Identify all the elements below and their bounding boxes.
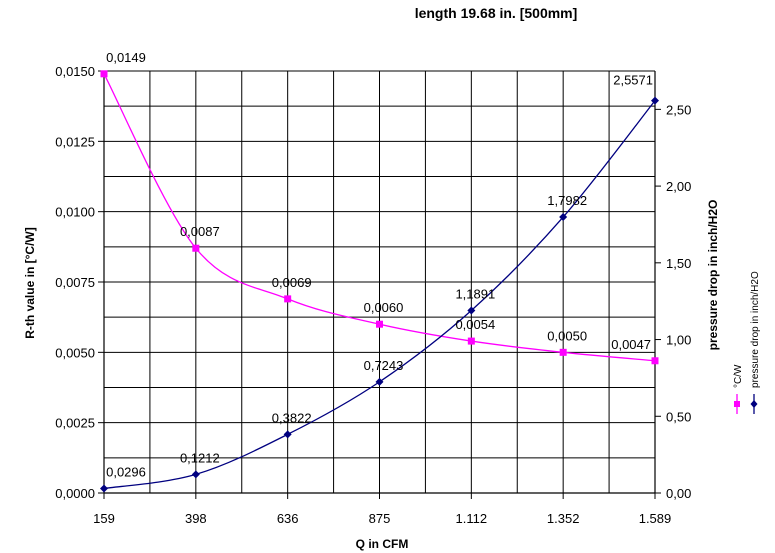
chart-title: length 19.68 in. [500mm] bbox=[415, 5, 578, 21]
point-pressure bbox=[100, 484, 108, 493]
left-y-tick-label: 0,0000 bbox=[55, 486, 95, 501]
right-y-axis-label: pressure drop in inch/H2O bbox=[706, 200, 720, 351]
point-rth bbox=[376, 320, 383, 328]
data-label-pressure: 0,0296 bbox=[106, 464, 146, 479]
point-rth bbox=[559, 348, 567, 356]
legend-marker-rth bbox=[734, 401, 740, 407]
x-tick-label: 398 bbox=[185, 511, 207, 526]
right-y-tick-label: 0,50 bbox=[666, 409, 691, 424]
left-y-tick-label: 0,0050 bbox=[55, 345, 95, 360]
grid bbox=[103, 70, 656, 494]
point-pressure bbox=[191, 470, 200, 479]
legend-label-pressure: pressure drop in inch/H2O bbox=[750, 271, 761, 388]
data-labels: 0,0149 0,0087 0,0069 0,0060 0,0054 0,0050 0,00… bbox=[106, 50, 653, 480]
point-rth bbox=[467, 337, 475, 345]
tick-labels: 0,0000 0,0025 0,0050 0,0075 0,0100 0,0125 0,01… bbox=[55, 64, 691, 526]
data-label-pressure: 2,5571 bbox=[613, 73, 653, 88]
data-label-rth: 0,0050 bbox=[547, 328, 587, 343]
legend: °C/W pressure drop in inch/H2O bbox=[733, 271, 761, 414]
point-pressure bbox=[651, 96, 659, 105]
data-label-rth: 0,0069 bbox=[272, 275, 312, 290]
right-y-tick-label: 1,00 bbox=[666, 333, 691, 348]
point-pressure bbox=[559, 213, 568, 222]
x-tick-label: 1.112 bbox=[456, 511, 488, 526]
x-tick-label: 1.352 bbox=[547, 511, 580, 526]
point-rth bbox=[192, 244, 200, 252]
x-tick-label: 159 bbox=[93, 511, 115, 526]
left-y-tick-label: 0,0125 bbox=[55, 134, 95, 149]
right-y-tick-label: 2,00 bbox=[666, 179, 691, 194]
left-y-tick-label: 0,0025 bbox=[55, 416, 95, 431]
left-y-tick-label: 0,0075 bbox=[55, 275, 95, 290]
data-label-pressure: 0,1212 bbox=[180, 450, 220, 465]
data-label-pressure: 0,7243 bbox=[364, 358, 404, 373]
data-label-rth: 0,0149 bbox=[106, 50, 146, 65]
x-tick-label: 636 bbox=[277, 511, 299, 526]
right-y-tick-label: 1,50 bbox=[666, 256, 691, 271]
axes bbox=[98, 70, 661, 499]
point-rth bbox=[284, 295, 292, 303]
point-pressure bbox=[375, 377, 384, 386]
point-pressure bbox=[467, 306, 476, 315]
left-y-axis-label: R-th value in [°C/W] bbox=[23, 227, 37, 338]
x-tick-label: 1.589 bbox=[639, 511, 672, 526]
point-rth bbox=[100, 70, 108, 78]
data-label-rth: 0,0054 bbox=[455, 317, 495, 332]
legend-marker-pressure bbox=[750, 400, 758, 408]
legend-label-rth: °C/W bbox=[733, 364, 744, 388]
left-y-tick-label: 0,0100 bbox=[55, 205, 95, 220]
point-pressure bbox=[283, 430, 292, 439]
x-tick-label: 875 bbox=[369, 511, 391, 526]
data-label-pressure: 1,7982 bbox=[547, 193, 587, 208]
x-axis-label: Q in CFM bbox=[356, 537, 409, 551]
data-label-rth: 0,0047 bbox=[611, 337, 651, 352]
data-label-rth: 0,0087 bbox=[180, 224, 220, 239]
series bbox=[100, 70, 659, 493]
data-label-pressure: 1,1891 bbox=[455, 287, 495, 302]
data-label-pressure: 0,3822 bbox=[272, 410, 312, 425]
point-rth bbox=[651, 357, 659, 365]
right-y-tick-label: 2,50 bbox=[666, 102, 691, 117]
left-y-tick-label: 0,0150 bbox=[55, 64, 95, 79]
data-label-rth: 0,0060 bbox=[364, 300, 404, 315]
right-y-tick-label: 0,00 bbox=[666, 486, 691, 501]
